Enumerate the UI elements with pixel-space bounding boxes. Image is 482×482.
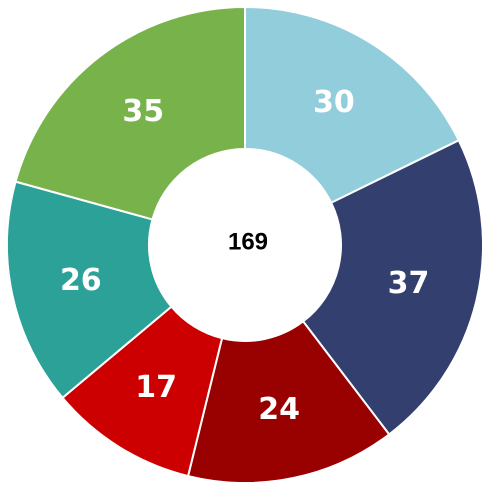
segment-label: 24	[258, 392, 300, 427]
segment-label: 17	[135, 370, 177, 405]
donut	[6, 5, 482, 482]
segment-label: 37	[388, 266, 430, 301]
segment-label: 35	[122, 94, 164, 129]
donut-segment	[244, 5, 461, 205]
segment-label: 30	[313, 85, 355, 120]
donut-segment	[186, 319, 391, 482]
center-total: 169	[228, 229, 268, 256]
donut-segment	[6, 180, 173, 400]
donut-segment	[301, 138, 482, 436]
segment-label: 26	[60, 263, 102, 298]
donut-segment	[14, 5, 246, 221]
